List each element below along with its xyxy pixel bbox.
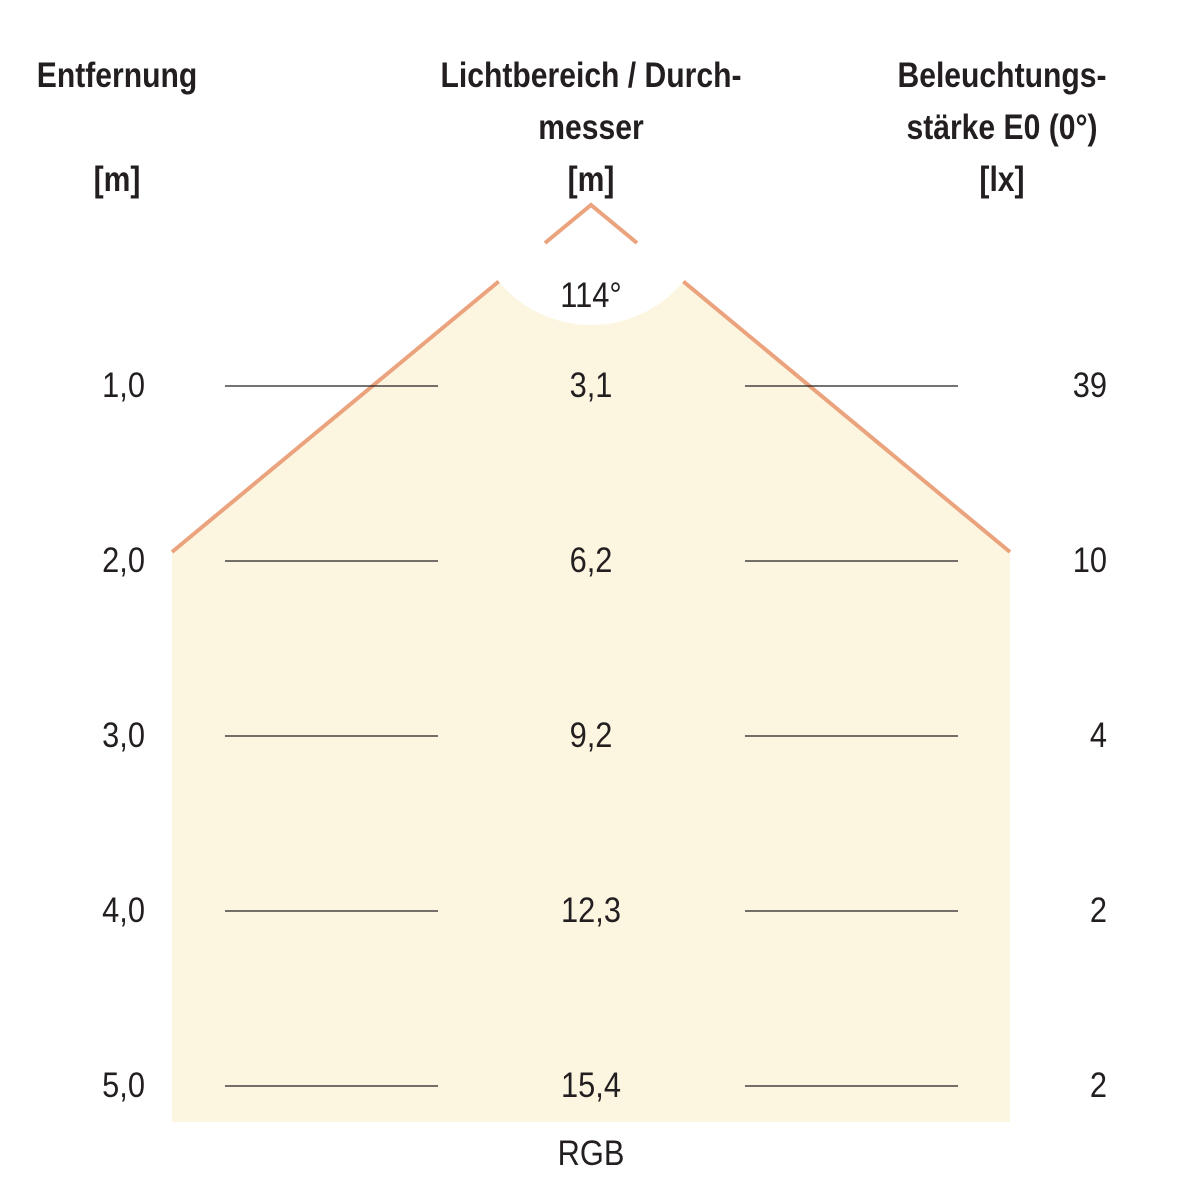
product-variant-label: RGB (557, 1134, 625, 1173)
header-distance-unit: [m] (93, 160, 141, 199)
cone-edge-right (589, 203, 1012, 554)
diameter-value: 3,1 (569, 366, 613, 405)
header-illuminance-unit: [lx] (979, 160, 1025, 199)
header-distance: Entfernung [m] (31, 50, 203, 206)
header-distance-title-2 (31, 102, 203, 154)
diameter-value: 12,3 (561, 891, 621, 930)
header-distance-title: Entfernung (36, 56, 198, 95)
illuminance-value: 39 (1072, 366, 1107, 405)
header-illuminance: Beleuchtungs- stärke E0 (0°) [lx] (873, 50, 1131, 206)
diameter-value: 9,2 (569, 716, 613, 755)
header-diameter-title: Lichtbereich / Durch- (440, 56, 742, 95)
header-illuminance-title-2: stärke E0 (0°) (906, 108, 1098, 147)
header-diameter-title-2: messer (538, 108, 644, 147)
distance-value: 3,0 (102, 716, 145, 755)
distance-value: 2,0 (102, 541, 145, 580)
distance-rule-lines (225, 385, 958, 1087)
cone-edge-left (170, 203, 593, 554)
distance-value: 5,0 (102, 1066, 145, 1105)
light-cone-area (172, 205, 1010, 1122)
header-illuminance-title: Beleuchtungs- (897, 56, 1107, 95)
distance-value: 4,0 (102, 891, 145, 930)
illuminance-value: 4 (1089, 716, 1107, 755)
header-diameter-unit: [m] (567, 160, 615, 199)
illuminance-value: 2 (1089, 1066, 1107, 1105)
header-diameter: Lichtbereich / Durch- messer [m] (419, 50, 763, 206)
illuminance-value: 2 (1089, 891, 1107, 930)
illuminance-value: 10 (1072, 541, 1107, 580)
angle-apex-marker (543, 202, 639, 245)
beam-angle-label: 114° (560, 276, 622, 315)
diameter-value: 15,4 (561, 1066, 621, 1105)
distance-value: 1,0 (102, 366, 145, 405)
diameter-value: 6,2 (569, 541, 613, 580)
